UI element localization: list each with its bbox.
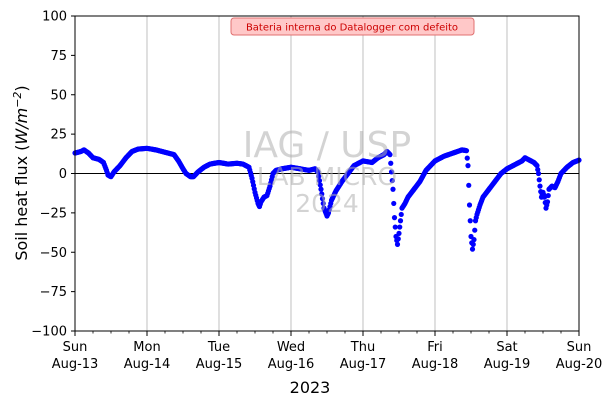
x-tick-label-date: Aug-18 xyxy=(412,357,459,372)
data-point xyxy=(469,246,476,252)
x-tick-label-date: Aug-19 xyxy=(484,357,531,372)
x-tick-label-day: Sun xyxy=(567,340,592,355)
y-tick-label: 25 xyxy=(50,128,67,143)
y-axis-ticks: −100 −75 −50 −25 0 25 50 75 100 xyxy=(31,10,75,340)
data-point xyxy=(397,218,404,224)
data-point xyxy=(471,237,477,243)
y-tick-label: 75 xyxy=(50,49,67,64)
x-tick-label-day: Tue xyxy=(207,340,230,355)
watermark-line-3: 2024 xyxy=(295,189,359,218)
data-point xyxy=(390,186,396,192)
annotation-box: Bateria interna do Datalogger com defeit… xyxy=(230,17,475,36)
data-point xyxy=(463,148,470,154)
data-point xyxy=(465,163,471,169)
x-tick-label-date: Aug-17 xyxy=(340,357,387,372)
data-point xyxy=(316,173,322,179)
x-tick-label-day: Thu xyxy=(350,340,375,355)
data-point xyxy=(464,155,470,161)
x-tick-label-date: Aug-15 xyxy=(196,357,243,372)
x-tick-label-date: Aug-14 xyxy=(124,357,171,372)
data-point xyxy=(316,177,323,184)
data-point xyxy=(315,169,321,175)
y-tick-label: 50 xyxy=(50,88,67,103)
data-point xyxy=(388,160,394,166)
data-point xyxy=(397,224,403,230)
data-point xyxy=(317,182,323,188)
watermark-line-2: LAB MICRO xyxy=(257,162,397,191)
data-point xyxy=(466,182,472,188)
y-tick-label: −75 xyxy=(40,285,67,300)
data-point xyxy=(391,215,398,221)
data-point xyxy=(398,211,404,218)
annotation-background xyxy=(230,17,475,36)
data-point xyxy=(534,163,540,169)
data-point xyxy=(392,224,398,230)
y-axis-label-suffix: ) xyxy=(12,85,31,91)
data-point xyxy=(535,166,541,173)
x-axis-label: 2023 xyxy=(290,378,331,397)
data-point xyxy=(318,186,324,192)
y-tick-label: −50 xyxy=(40,246,67,261)
data-point xyxy=(545,192,551,199)
x-tick-label-day: Sun xyxy=(63,340,88,355)
y-axis-label-exponent: −2 xyxy=(11,92,24,108)
data-point xyxy=(388,169,395,175)
data-point xyxy=(389,177,395,184)
watermark-line-1: IAG / USP xyxy=(243,125,411,166)
y-tick-label: −100 xyxy=(31,325,67,340)
x-tick-label-day: Mon xyxy=(133,340,160,355)
data-point xyxy=(395,236,401,242)
annotation-text: Bateria interna do Datalogger com defeit… xyxy=(246,23,458,34)
y-tick-label: 0 xyxy=(59,167,67,182)
y-axis-label-unit: W/m xyxy=(12,108,31,145)
x-tick-label-date: Aug-13 xyxy=(52,357,99,372)
data-point xyxy=(472,227,478,233)
x-axis-ticks: Sun Aug-13 Mon Aug-14 Tue Aug-15 Wed Aug-16 Thu A… xyxy=(52,331,603,372)
data-point xyxy=(319,196,326,202)
y-tick-label: −25 xyxy=(40,206,67,221)
x-tick-label-date: Aug-20 xyxy=(556,357,603,372)
data-point xyxy=(320,200,326,207)
data-point xyxy=(470,241,476,247)
series-soil-heat-flux xyxy=(72,145,582,252)
data-point xyxy=(319,191,325,197)
data-point xyxy=(466,202,473,208)
data-point xyxy=(391,200,397,207)
y-tick-label: 100 xyxy=(42,10,67,25)
x-tick-label-day: Fri xyxy=(427,340,443,355)
x-tick-label-day: Sat xyxy=(496,340,517,355)
x-tick-label-date: Aug-16 xyxy=(268,357,315,372)
data-point xyxy=(467,218,473,224)
y-axis-label-prefix: Soil heat flux ( xyxy=(12,145,31,261)
data-point xyxy=(387,152,393,158)
watermark: IAG / USP LAB MICRO 2024 xyxy=(243,125,411,218)
x-tick-label-day: Wed xyxy=(277,340,305,355)
data-point xyxy=(394,241,401,247)
data-point xyxy=(536,177,542,183)
data-point xyxy=(544,199,551,205)
y-axis-label: Soil heat flux (W/m−2) xyxy=(11,85,31,260)
data-point xyxy=(396,230,402,236)
data-point xyxy=(535,170,542,177)
data-point xyxy=(537,183,543,189)
